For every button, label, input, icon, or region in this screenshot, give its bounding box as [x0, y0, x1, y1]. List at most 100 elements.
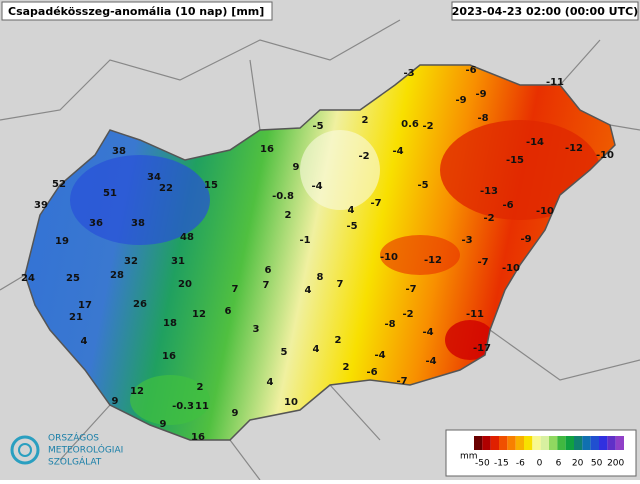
station-value: -4 — [311, 181, 322, 192]
legend-label: 50 — [591, 459, 603, 469]
legend-label: 0 — [537, 459, 543, 469]
station-value: -10 — [502, 263, 520, 274]
station-value: 4 — [313, 344, 320, 355]
station-value: -3 — [403, 68, 414, 79]
station-value: 6 — [265, 265, 272, 276]
legend-label: 20 — [572, 459, 584, 469]
station-value: -10 — [536, 206, 554, 217]
station-value: -5 — [346, 221, 357, 232]
station-value: -4 — [422, 327, 433, 338]
station-value: 9 — [112, 396, 119, 407]
station-value: 16 — [260, 144, 274, 155]
station-value: 20 — [178, 279, 192, 290]
legend-unit: mm — [460, 452, 478, 462]
station-value: 9 — [232, 408, 239, 419]
legend-swatch — [524, 436, 533, 450]
station-value: 0.6 — [401, 119, 419, 130]
station-value: 16 — [191, 432, 205, 443]
station-value: 25 — [66, 273, 80, 284]
station-value: 38 — [131, 218, 145, 229]
station-value: 6 — [225, 306, 232, 317]
station-value: -0.8 — [272, 191, 294, 202]
station-value: 12 — [192, 309, 206, 320]
legend-label: -15 — [494, 459, 509, 469]
station-value: 26 — [133, 299, 147, 310]
station-value: 4 — [81, 336, 88, 347]
station-value: 36 — [89, 218, 103, 229]
station-value: -6 — [465, 65, 476, 76]
station-value: -5 — [312, 121, 323, 132]
station-value: -10 — [380, 252, 398, 263]
station-value: 32 — [124, 256, 138, 267]
station-value: -8 — [384, 319, 395, 330]
station-value: 7 — [263, 280, 270, 291]
station-value: -6 — [366, 367, 377, 378]
station-value: 4 — [267, 377, 274, 388]
station-value: -17 — [473, 343, 491, 354]
borders — [0, 19, 640, 481]
station-value: 9 — [160, 419, 167, 430]
station-value: -7 — [405, 284, 416, 295]
station-value: -10 — [596, 150, 614, 161]
station-value: -2 — [358, 151, 369, 162]
logo: ORSZÁGOS METEOROLÓGIAI SZOLGÁLAT — [10, 432, 123, 468]
station-value: -1 — [299, 235, 310, 246]
station-value: 16 — [162, 351, 176, 362]
legend-swatch — [540, 436, 549, 450]
legend-swatch — [515, 436, 524, 450]
station-value: 4 — [348, 205, 355, 216]
station-value: 52 — [52, 179, 66, 190]
title: Csapadékösszeg-anomália (10 nap) [mm] — [8, 5, 264, 18]
station-value: -3 — [461, 235, 472, 246]
logo-text: METEOROLÓGIAI — [48, 444, 123, 456]
station-value: 21 — [69, 312, 83, 323]
station-value: -14 — [526, 137, 544, 148]
logo-text: SZOLGÁLAT — [48, 456, 102, 468]
station-value: -0.3 — [172, 401, 194, 412]
timestamp: 2023-04-23 02:00 (00:00 UTC) — [452, 5, 638, 18]
station-value: 2 — [197, 382, 204, 393]
station-value: 2 — [285, 210, 292, 221]
station-value: 10 — [284, 397, 298, 408]
station-value: -12 — [424, 255, 442, 266]
station-value: 2 — [343, 362, 350, 373]
station-value: -5 — [417, 180, 428, 191]
station-value: 24 — [21, 273, 35, 284]
station-value: -4 — [374, 350, 385, 361]
station-value: -7 — [370, 198, 381, 209]
station-value: 7 — [232, 284, 239, 295]
station-value: 22 — [159, 183, 173, 194]
country-border — [24, 64, 616, 441]
station-value: -11 — [546, 77, 564, 88]
station-value: -2 — [422, 121, 433, 132]
station-value: -12 — [565, 143, 583, 154]
station-value: -9 — [520, 234, 531, 245]
legend-swatch — [532, 436, 541, 450]
station-value: 39 — [34, 200, 48, 211]
timestamp-box — [451, 1, 639, 21]
legend-swatch — [582, 436, 591, 450]
station-value: -11 — [466, 309, 484, 320]
legend-swatch — [474, 436, 483, 450]
legend-swatch — [574, 436, 583, 450]
station-value: 38 — [112, 146, 126, 157]
station-value: 8 — [317, 272, 324, 283]
legend-swatch — [615, 436, 624, 450]
title-box — [1, 1, 273, 21]
station-value: 51 — [103, 188, 117, 199]
station-value: 3 — [253, 324, 260, 335]
station-value: 17 — [78, 300, 92, 311]
station-value: 2 — [362, 115, 369, 126]
station-value: 18 — [163, 318, 177, 329]
station-value: -15 — [506, 155, 524, 166]
legend-swatch — [590, 436, 599, 450]
station-value: 28 — [110, 270, 124, 281]
legend-swatch — [557, 436, 566, 450]
station-value: 7 — [337, 279, 344, 290]
legend-swatch — [607, 436, 616, 450]
legend-label: -6 — [516, 459, 525, 469]
station-value: -9 — [455, 95, 466, 106]
station-value: -2 — [402, 309, 413, 320]
